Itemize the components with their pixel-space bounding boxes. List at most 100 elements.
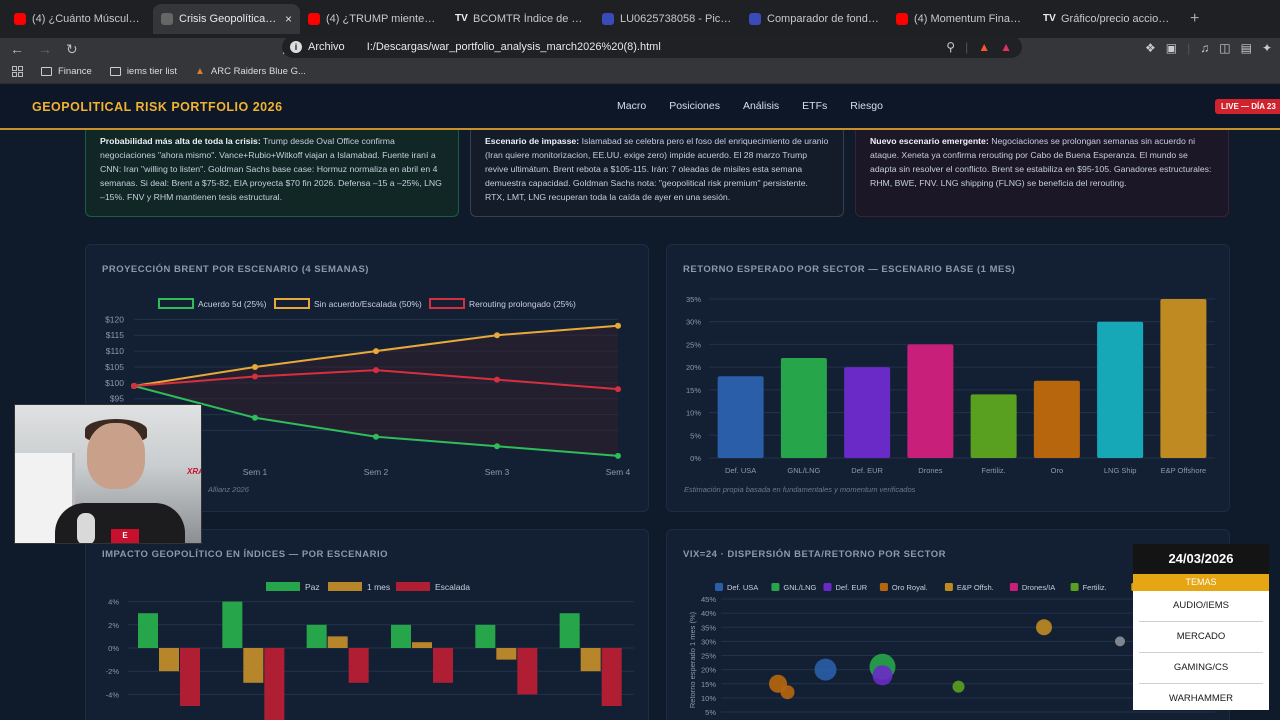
legend-swatch <box>396 582 430 591</box>
bar <box>222 601 243 648</box>
folder-icon <box>109 67 121 76</box>
browser-tab[interactable]: Crisis Geopolítica 2026 — × <box>153 4 300 34</box>
sidebar-icon[interactable]: ◫ <box>1219 41 1231 55</box>
sector-chart-panel: RETORNO ESPERADO POR SECTOR — ESCENARIO … <box>666 244 1230 512</box>
scenario-lead: Escenario de impasse: <box>485 136 580 146</box>
divider: | <box>1187 41 1191 55</box>
reload-icon[interactable]: ↻ <box>66 40 78 57</box>
brand-title[interactable]: GEOPOLITICAL RISK PORTFOLIO 2026 <box>32 100 283 114</box>
legend-label: 1 mes <box>367 582 390 592</box>
scenario-text: Trump desde Oval Office confirma negocia… <box>100 136 442 202</box>
browser-tab[interactable]: (4) Momentum Financial - You <box>888 4 1035 34</box>
y-tick-label: $105 <box>105 362 124 372</box>
close-tab-icon[interactable]: × <box>284 12 292 26</box>
y-tick-label: 30% <box>701 637 716 646</box>
browser-tab[interactable]: TV BCOMTR Índice de gráficos y c <box>447 4 594 34</box>
leo-icon[interactable]: ✦ <box>1261 41 1272 55</box>
bar <box>306 624 327 648</box>
y-tick-label: 10% <box>686 409 701 418</box>
divider <box>1139 652 1263 653</box>
data-point <box>494 332 500 339</box>
browser-tab[interactable]: Comparador de fondos de inv <box>741 4 888 34</box>
bar <box>1160 299 1207 458</box>
bookmark-finance[interactable]: Finance <box>41 66 92 77</box>
x-tick-label: Sem 4 <box>606 467 631 477</box>
y-tick-label: 5% <box>690 431 701 440</box>
divider <box>1139 621 1263 622</box>
y-tick-label: 35% <box>686 295 701 304</box>
y-tick-label: 35% <box>701 623 716 632</box>
bookmarks-bar: Finance iems tier list ▲ ARC Raiders Blue… <box>0 60 1280 84</box>
tab-title: Comparador de fondos de inv <box>767 13 880 25</box>
legend-label: Drones/IA <box>1022 583 1055 592</box>
tradingview-icon: TV <box>1043 13 1056 24</box>
new-tab-icon[interactable]: + <box>1190 10 1200 27</box>
x-tick-label: Def. EUR <box>851 466 883 475</box>
bar <box>780 358 827 458</box>
address-url[interactable]: I:/Descargas/war_portfolio_analysis_marc… <box>366 41 661 53</box>
data-point <box>615 322 621 329</box>
y-tick-label: $95 <box>110 394 124 404</box>
streamer-face <box>87 423 145 489</box>
bookmark-iems[interactable]: iems tier list <box>109 66 177 77</box>
scenario-text: Negociaciones se prolongan semanas sin a… <box>870 136 1212 188</box>
x-tick-label: Sem 3 <box>485 467 510 477</box>
y-tick-label: 45% <box>701 595 716 604</box>
bar <box>391 624 411 648</box>
y-tick-label: 0% <box>690 454 701 463</box>
browser-tab[interactable]: LU0625738058 - Pictet - China <box>594 4 741 34</box>
microphone-icon <box>77 513 95 543</box>
background-text: XRA <box>187 467 201 476</box>
nav-riesgo[interactable]: Riesgo <box>850 100 883 112</box>
y-tick-label: 15% <box>686 386 701 395</box>
overlay-date: 24/03/2026 <box>1133 544 1269 574</box>
legend-label: Rerouting prolongado (25%) <box>469 299 576 309</box>
back-icon[interactable]: ← <box>10 41 24 57</box>
nav-macro[interactable]: Macro <box>617 100 647 112</box>
bar <box>970 394 1017 458</box>
tradingview-icon: TV <box>455 13 468 24</box>
nav-posiciones[interactable]: Posiciones <box>669 100 720 112</box>
brave-shield-icon[interactable]: ▲ <box>978 40 991 54</box>
legend-label: Def. EUR <box>836 583 868 592</box>
youtube-icon <box>896 13 908 25</box>
share-icon[interactable]: ▣ <box>1165 41 1178 55</box>
browser-tab[interactable]: (4) ¿TRUMP miente? El MERCA <box>300 4 447 34</box>
x-tick-label: Oro <box>1051 466 1064 475</box>
scatter-point <box>780 685 795 700</box>
scenario-lead: Probabilidad más alta de toda la crisis: <box>100 136 261 146</box>
chart-title: IMPACTO GEOPOLÍTICO EN ÍNDICES — POR ESC… <box>102 549 389 560</box>
brave-rewards-icon[interactable]: ▲ <box>1000 40 1012 54</box>
bar <box>243 648 264 683</box>
chart-source-note: Estimación propia basada en fundamentale… <box>684 485 916 494</box>
music-icon[interactable]: ♫ <box>1200 41 1210 55</box>
info-icon[interactable]: i <box>290 41 302 53</box>
legend-swatch <box>715 583 723 591</box>
nav-analisis[interactable]: Análisis <box>742 100 780 112</box>
bar <box>844 367 891 458</box>
sector-chart: 0% 5% 10% 15% 20% 25% 30% 35% Def. USA GNL/LNG Def… <box>686 295 1215 475</box>
extensions-icon[interactable]: ❖ <box>1145 41 1156 55</box>
nav-etfs[interactable]: ETFs <box>802 100 828 112</box>
y-tick-label: 25% <box>701 652 716 661</box>
browser-tab[interactable]: (4) ¿Cuánto Músculo Es Demas <box>6 4 153 34</box>
wallet-icon[interactable]: ▤ <box>1240 41 1252 55</box>
bar <box>412 642 432 648</box>
bookmark-arc[interactable]: ▲ ARC Raiders Blue G... <box>195 66 306 77</box>
apps-icon[interactable] <box>12 66 23 77</box>
y-tick-label: 5% <box>705 708 716 717</box>
bar <box>475 624 496 648</box>
scenario-cards: Probabilidad más alta de toda la crisis:… <box>85 130 1229 217</box>
legend-swatch <box>1070 583 1079 591</box>
bar <box>327 636 348 648</box>
tab-title: Crisis Geopolítica 2026 — <box>179 13 279 25</box>
data-point <box>373 348 379 355</box>
x-tick-label: Sem 2 <box>364 467 389 477</box>
bar <box>159 648 179 672</box>
zoom-icon[interactable]: ⚲ <box>946 40 956 54</box>
browser-tab[interactable]: TV Gráfico/precio acciones GAW <box>1035 4 1182 34</box>
data-point <box>615 452 621 459</box>
address-bar[interactable]: i Archivo I:/Descargas/war_portfolio_ana… <box>282 36 1022 58</box>
forward-icon[interactable]: → <box>38 41 52 57</box>
